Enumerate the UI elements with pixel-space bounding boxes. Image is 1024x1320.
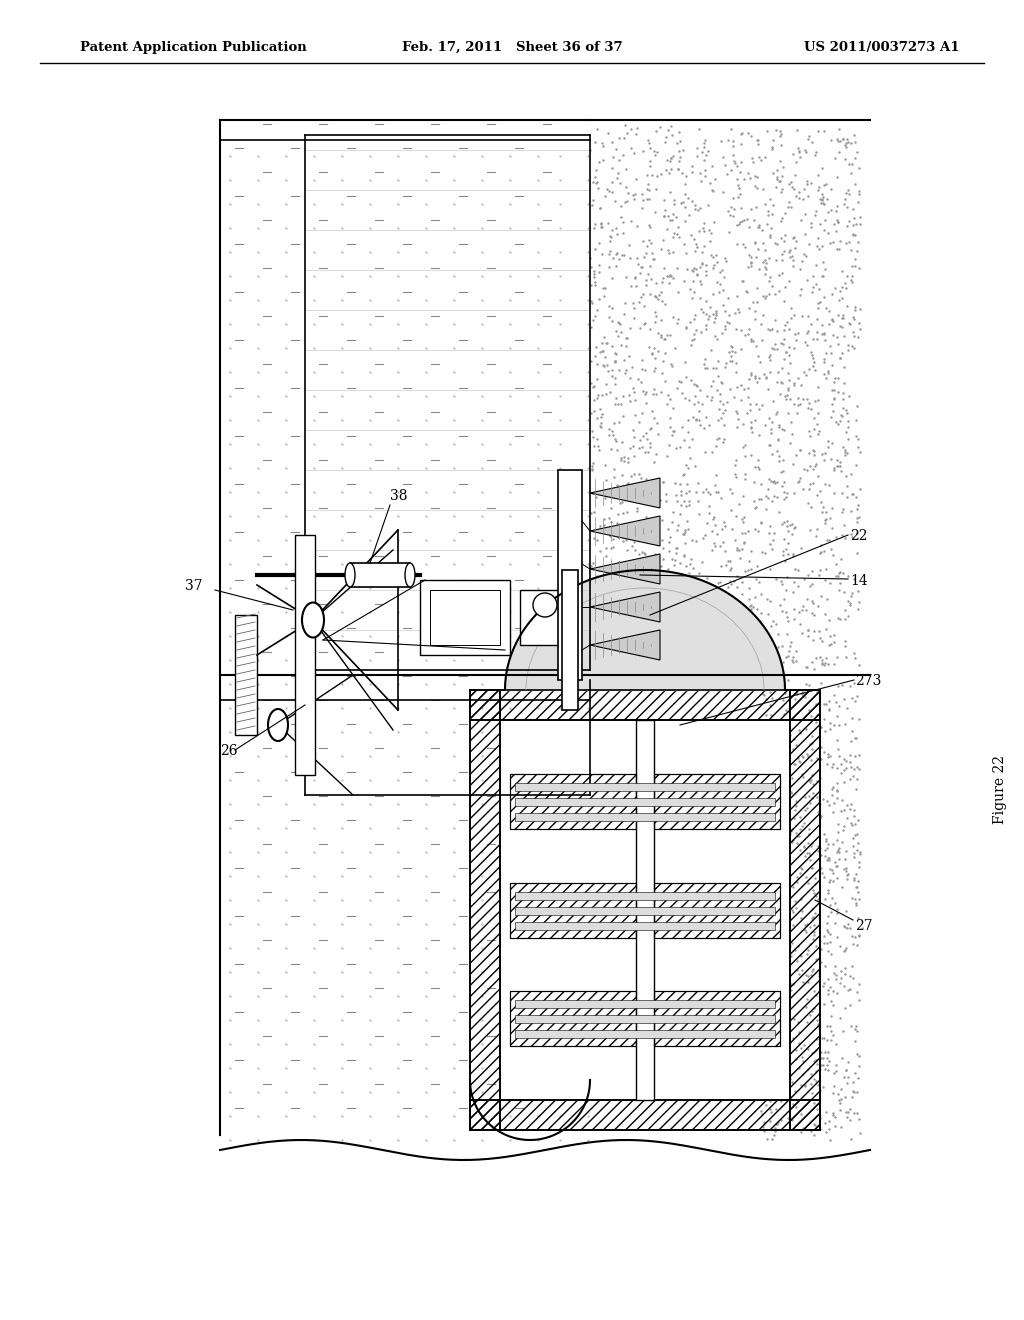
Bar xyxy=(420,579,510,655)
Text: 27: 27 xyxy=(855,919,872,933)
Bar xyxy=(562,570,578,710)
Text: Feb. 17, 2011   Sheet 36 of 37: Feb. 17, 2011 Sheet 36 of 37 xyxy=(401,41,623,54)
Bar xyxy=(515,1030,775,1039)
Ellipse shape xyxy=(345,564,355,587)
Bar xyxy=(510,883,636,937)
Bar xyxy=(515,907,775,915)
Bar xyxy=(470,690,500,1130)
Bar xyxy=(790,690,820,1130)
Bar xyxy=(654,991,780,1047)
Text: 37: 37 xyxy=(185,579,203,593)
Bar xyxy=(470,690,820,719)
Ellipse shape xyxy=(406,564,415,587)
Bar xyxy=(234,615,257,735)
Bar xyxy=(515,797,775,805)
Bar xyxy=(510,883,636,937)
Bar xyxy=(654,774,780,829)
Bar xyxy=(430,590,500,645)
Bar xyxy=(515,921,775,929)
Bar xyxy=(515,783,775,791)
Bar xyxy=(500,719,790,1100)
Bar xyxy=(350,564,410,587)
Polygon shape xyxy=(590,630,660,660)
Text: Figure 22: Figure 22 xyxy=(993,755,1007,825)
Text: 273: 273 xyxy=(855,675,882,688)
Polygon shape xyxy=(590,478,660,508)
Bar xyxy=(558,470,582,680)
Bar xyxy=(515,891,775,899)
Bar xyxy=(520,590,560,645)
Bar xyxy=(470,1100,820,1130)
Text: 22: 22 xyxy=(850,529,867,543)
Bar xyxy=(515,813,775,821)
Polygon shape xyxy=(590,554,660,583)
Bar xyxy=(470,690,500,1130)
Ellipse shape xyxy=(302,602,324,638)
Text: 14: 14 xyxy=(850,574,867,587)
Bar xyxy=(654,774,780,829)
Text: 26: 26 xyxy=(220,744,238,758)
Bar xyxy=(510,774,636,829)
Text: 38: 38 xyxy=(390,488,408,503)
Bar xyxy=(654,991,780,1047)
Circle shape xyxy=(534,593,557,616)
Bar xyxy=(470,1100,820,1130)
Bar xyxy=(470,690,820,719)
Ellipse shape xyxy=(268,709,288,741)
Text: US 2011/0037273 A1: US 2011/0037273 A1 xyxy=(805,41,961,54)
Text: Patent Application Publication: Patent Application Publication xyxy=(80,41,307,54)
Bar xyxy=(515,1001,775,1008)
Bar xyxy=(510,991,636,1047)
Bar xyxy=(295,535,315,775)
Polygon shape xyxy=(590,591,660,622)
Polygon shape xyxy=(590,516,660,546)
Bar xyxy=(515,1015,775,1023)
Bar xyxy=(636,719,654,1100)
Bar xyxy=(510,774,636,829)
Bar xyxy=(510,991,636,1047)
Bar xyxy=(654,883,780,937)
Bar xyxy=(790,690,820,1130)
Bar xyxy=(654,883,780,937)
